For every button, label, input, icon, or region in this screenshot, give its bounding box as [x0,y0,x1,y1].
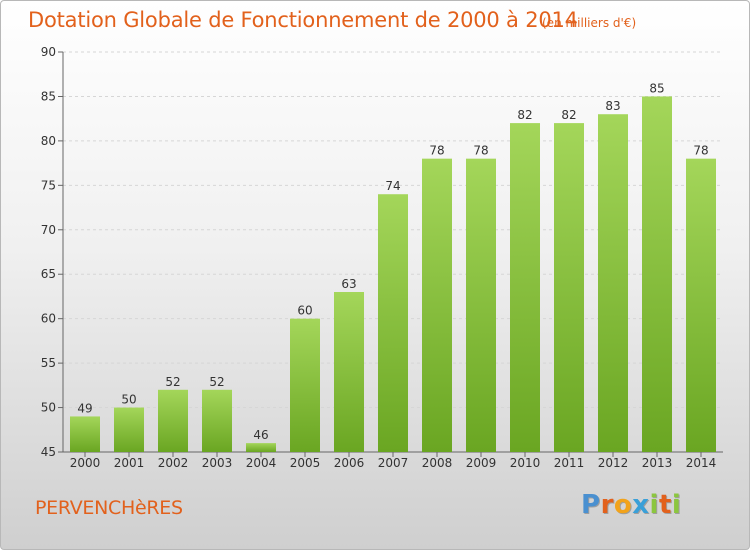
bar [642,96,672,452]
chart-title: Dotation Globale de Fonctionnement de 20… [28,8,578,32]
data-label: 83 [605,99,620,113]
data-label: 52 [165,375,180,389]
bar [158,389,188,452]
logo-letter: r [600,490,614,520]
x-tick-label: 2012 [598,456,629,470]
logo-letter: P [581,490,601,520]
data-label: 78 [693,144,708,158]
logo-letter: i [649,490,659,520]
logo-letter: i [671,490,682,520]
y-tick-label: 85 [41,89,56,103]
proxiti-logo[interactable]: Proxiti [581,490,681,520]
data-label: 63 [341,277,356,291]
x-tick-label: 2006 [334,456,365,470]
x-tick-label: 2014 [686,456,717,470]
data-label: 49 [77,401,92,415]
y-tick-label: 65 [41,267,56,281]
x-tick-label: 2011 [554,456,585,470]
bar [422,158,452,452]
data-label: 60 [297,304,312,318]
bar [290,318,320,452]
bar [70,416,100,452]
bar [114,407,144,452]
bar [334,292,364,452]
bar [246,443,276,452]
x-tick-label: 2002 [158,456,189,470]
y-tick-label: 90 [41,45,56,59]
data-label: 50 [121,393,136,407]
bar [598,114,628,452]
logo-letter: o [613,490,633,520]
data-label: 85 [649,81,664,95]
data-label: 82 [561,108,576,122]
y-tick-label: 45 [41,445,56,459]
x-tick-label: 2007 [378,456,409,470]
bar [686,158,716,452]
data-label: 52 [209,375,224,389]
x-tick-label: 2013 [642,456,673,470]
data-label: 78 [473,144,488,158]
logo-letter: t [658,490,672,520]
y-tick-label: 60 [41,312,56,326]
x-tick-label: 2004 [246,456,277,470]
bar [466,158,496,452]
data-label: 82 [517,108,532,122]
x-tick-label: 2008 [422,456,453,470]
logo-letter: x [632,490,650,520]
y-tick-label: 55 [41,356,56,370]
data-label: 46 [253,428,268,442]
y-tick-label: 80 [41,134,56,148]
x-tick-label: 2000 [70,456,101,470]
data-label: 74 [385,179,400,193]
bar [202,389,232,452]
bar [510,123,540,452]
y-tick-label: 75 [41,178,56,192]
bar [554,123,584,452]
y-tick-label: 50 [41,401,56,415]
bar [378,194,408,452]
y-tick-label: 70 [41,223,56,237]
x-tick-label: 2001 [114,456,145,470]
chart-subtitle: (en milliers d'€) [542,16,637,30]
x-tick-label: 2005 [290,456,321,470]
x-tick-label: 2010 [510,456,541,470]
data-label: 78 [429,144,444,158]
x-tick-label: 2003 [202,456,233,470]
x-tick-label: 2009 [466,456,497,470]
commune-name: PERVENCHèRES [35,497,183,519]
